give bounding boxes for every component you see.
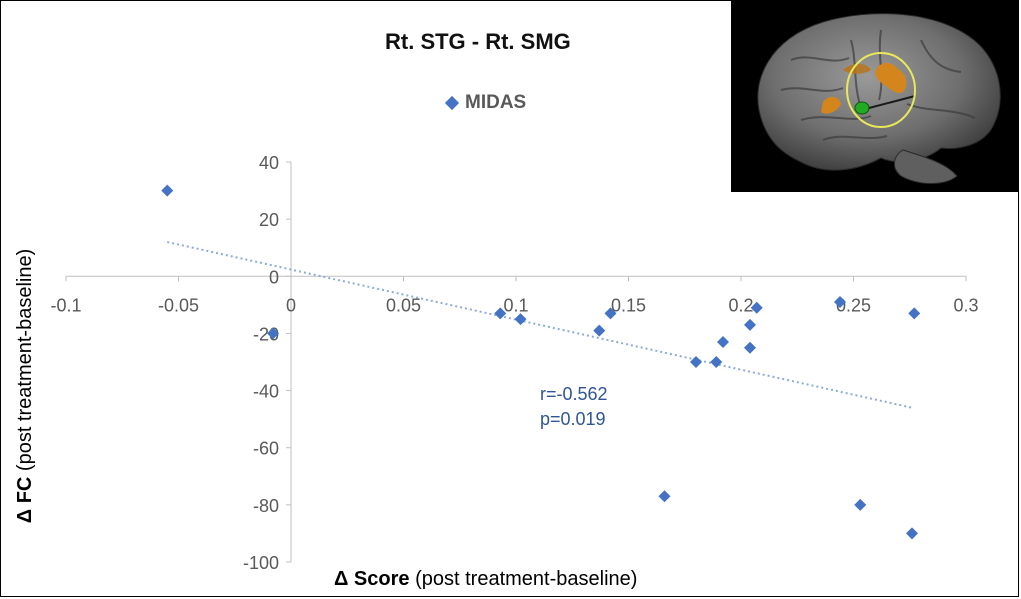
y-tick-label: -100 bbox=[243, 553, 279, 573]
x-tick-label: 0.15 bbox=[611, 295, 646, 315]
x-axis-label-rest: (post treatment-baseline) bbox=[415, 568, 638, 590]
y-axis-label-bold: Δ FC bbox=[14, 476, 36, 524]
chart-title: Rt. STG - Rt. SMG bbox=[385, 29, 571, 54]
data-point bbox=[604, 307, 617, 320]
p-value: p=0.019 bbox=[540, 409, 606, 429]
y-tick-label: -80 bbox=[253, 496, 279, 516]
data-point bbox=[267, 327, 279, 340]
x-tick-label: 0.05 bbox=[386, 295, 421, 315]
y-axis-label-rest: (post treatment-baseline) bbox=[14, 248, 36, 472]
x-tick-label: 0 bbox=[286, 295, 296, 315]
x-tick-label: 0.2 bbox=[728, 295, 753, 315]
x-tick-label: 0.25 bbox=[836, 295, 871, 315]
data-point bbox=[690, 356, 702, 368]
data-point bbox=[744, 318, 756, 331]
brain-illustration bbox=[757, 13, 1001, 184]
data-point bbox=[161, 184, 174, 197]
r-value: r=-0.562 bbox=[540, 384, 608, 404]
y-tick-label: -60 bbox=[253, 439, 279, 459]
x-tick-label: 0.3 bbox=[953, 295, 978, 315]
x-axis-label: Δ Score (post treatment-baseline) bbox=[334, 568, 637, 591]
data-point bbox=[717, 336, 729, 348]
data-point bbox=[834, 296, 846, 308]
data-point bbox=[750, 301, 763, 314]
x-axis-label-bold: Δ Score bbox=[334, 568, 410, 590]
x-tick-label: 0.1 bbox=[503, 295, 528, 315]
y-tick-label: -40 bbox=[253, 382, 279, 402]
x-tick-label: -0.1 bbox=[50, 295, 81, 315]
data-point bbox=[710, 356, 723, 368]
y-axis-label: Δ FC (post treatment-baseline) bbox=[14, 249, 37, 523]
data-point bbox=[658, 490, 671, 503]
data-point bbox=[908, 307, 921, 320]
y-tick-label: 0 bbox=[269, 267, 279, 287]
correlation-annotation: r=-0.562 p=0.019 bbox=[540, 382, 608, 432]
y-tick-label: 40 bbox=[259, 153, 279, 173]
x-tick-label: -0.05 bbox=[158, 295, 199, 315]
legend-marker bbox=[444, 95, 460, 111]
data-point bbox=[593, 324, 606, 337]
data-point bbox=[494, 307, 507, 320]
data-point bbox=[744, 341, 756, 354]
y-tick-label: 20 bbox=[259, 210, 279, 230]
data-point bbox=[906, 527, 918, 540]
trendline bbox=[167, 241, 913, 409]
data-point bbox=[514, 313, 527, 326]
legend-label: MIDAS bbox=[465, 92, 527, 113]
brain-image bbox=[731, 0, 1019, 192]
data-point bbox=[854, 498, 867, 511]
legend: MIDAS bbox=[444, 92, 527, 114]
